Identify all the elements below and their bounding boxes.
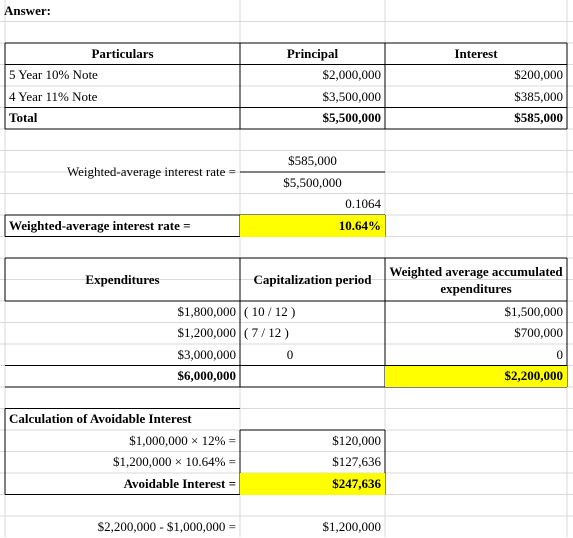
cell: Weighted-average interest rate = (66, 164, 236, 179)
cell: $1,800,000 (177, 303, 237, 319)
cell: ( 7 / 12 ) (244, 325, 289, 341)
cell: 4 Year 11% Note (9, 88, 98, 104)
cell: Total (9, 110, 38, 126)
cell: 5 Year 10% Note (9, 67, 98, 83)
cell: $3,000,000 (177, 346, 237, 362)
cell: Principal (286, 45, 339, 61)
cell: Particulars (91, 45, 154, 61)
cell: $247,636 (332, 475, 381, 491)
cell: $385,000 (514, 88, 563, 104)
cell: 0 (286, 346, 294, 362)
cell: $1,000,000 × 12% = (129, 432, 236, 448)
highlight (240, 215, 385, 237)
cell: ( 10 / 12 ) (244, 303, 296, 319)
cell: $200,000 (514, 67, 563, 83)
cell: 0 (556, 346, 564, 362)
cell: $5,500,000 (322, 110, 382, 126)
cell: $2,200,000 - $1,000,000 = (97, 518, 236, 534)
highlight (240, 473, 385, 495)
cell: $1,200,000 (177, 325, 237, 341)
cell: $1,200,000 (322, 518, 382, 534)
cell: $1,500,000 (504, 303, 564, 319)
cell: Interest (454, 45, 498, 61)
cell: Answer: (4, 2, 51, 18)
cell: Calculation of Avoidable Interest (9, 411, 192, 427)
cell: Expenditures (85, 271, 160, 287)
cell: $5,500,000 (283, 174, 342, 190)
cell: $3,500,000 (322, 88, 382, 104)
cell: $2,200,000 (504, 368, 564, 384)
cell: $700,000 (514, 325, 563, 341)
cell: Weighted-average interest rate = (9, 217, 191, 233)
cell: $585,000 (288, 153, 337, 169)
cell: Avoidable Interest = (123, 475, 236, 491)
highlight (385, 365, 567, 387)
cell: Weighted average accumulated expenditure… (389, 263, 563, 296)
cell: $2,000,000 (322, 67, 382, 83)
cell: $120,000 (332, 432, 381, 448)
cell: $127,636 (332, 454, 381, 470)
cell: 0.1064 (345, 196, 381, 212)
cell: Capitalization period (253, 271, 372, 287)
cell: $585,000 (514, 110, 563, 126)
cell: 10.64% (338, 217, 381, 233)
cell: $6,000,000 (177, 368, 237, 384)
cell: $1,200,000 × 10.64% = (113, 454, 236, 470)
